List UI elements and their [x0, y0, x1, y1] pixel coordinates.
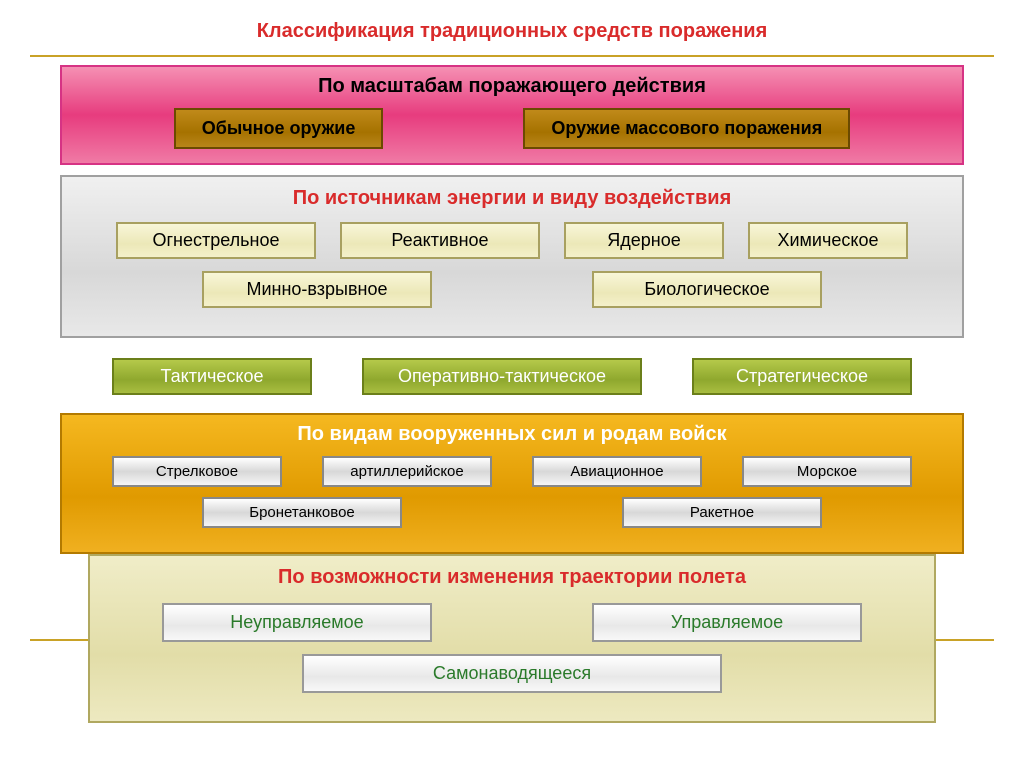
box-artillery: артиллерийское [322, 456, 492, 487]
section-energy-title: По источникам энергии и виду воздействия [76, 187, 948, 210]
section-trajectory-title: По возможности изменения траектории поле… [104, 566, 920, 589]
box-chemical: Химическое [748, 222, 908, 259]
section-trajectory-wrap: По возможности изменения траектории поле… [30, 554, 994, 723]
forces-row2: Бронетанковое Ракетное [76, 497, 948, 528]
box-guided: Управляемое [592, 603, 862, 642]
box-wmd: Оружие массового поражения [523, 108, 850, 149]
trajectory-row2: Самонаводящееся [104, 654, 920, 693]
box-mine: Минно-взрывное [202, 271, 432, 308]
box-homing: Самонаводящееся [302, 654, 722, 693]
box-small-arms: Стрелковое [112, 456, 282, 487]
section-trajectory: По возможности изменения траектории поле… [88, 554, 936, 723]
box-aviation: Авиационное [532, 456, 702, 487]
section-scale-title: По масштабам поражающего действия [74, 75, 950, 98]
trajectory-row1: Неуправляемое Управляемое [104, 603, 920, 642]
divider-top [30, 55, 994, 57]
section-forces-title: По видам вооруженных сил и родам войск [76, 423, 948, 446]
section-scale-row: Обычное оружие Оружие массового поражени… [74, 108, 950, 149]
box-bio: Биологическое [592, 271, 822, 308]
section-scale: По масштабам поражающего действия Обычно… [60, 65, 964, 165]
section-forces: По видам вооруженных сил и родам войск С… [60, 413, 964, 554]
box-naval: Морское [742, 456, 912, 487]
energy-row1: Огнестрельное Реактивное Ядерное Химичес… [76, 222, 948, 259]
box-reactive: Реактивное [340, 222, 540, 259]
box-nuclear: Ядерное [564, 222, 724, 259]
section-energy: По источникам энергии и виду воздействия… [60, 175, 964, 338]
box-armor: Бронетанковое [202, 497, 402, 528]
forces-row1: Стрелковое артиллерийское Авиационное Мо… [76, 456, 948, 487]
box-tactical: Тактическое [112, 358, 312, 395]
box-conventional: Обычное оружие [174, 108, 384, 149]
box-strategic: Стратегическое [692, 358, 912, 395]
box-unguided: Неуправляемое [162, 603, 432, 642]
box-op-tactical: Оперативно-тактическое [362, 358, 642, 395]
box-rocket: Ракетное [622, 497, 822, 528]
main-title: Классификация традиционных средств пораж… [30, 20, 994, 43]
range-row: Тактическое Оперативно-тактическое Страт… [60, 358, 964, 395]
energy-row2: Минно-взрывное Биологическое [76, 271, 948, 308]
box-firearm: Огнестрельное [116, 222, 316, 259]
